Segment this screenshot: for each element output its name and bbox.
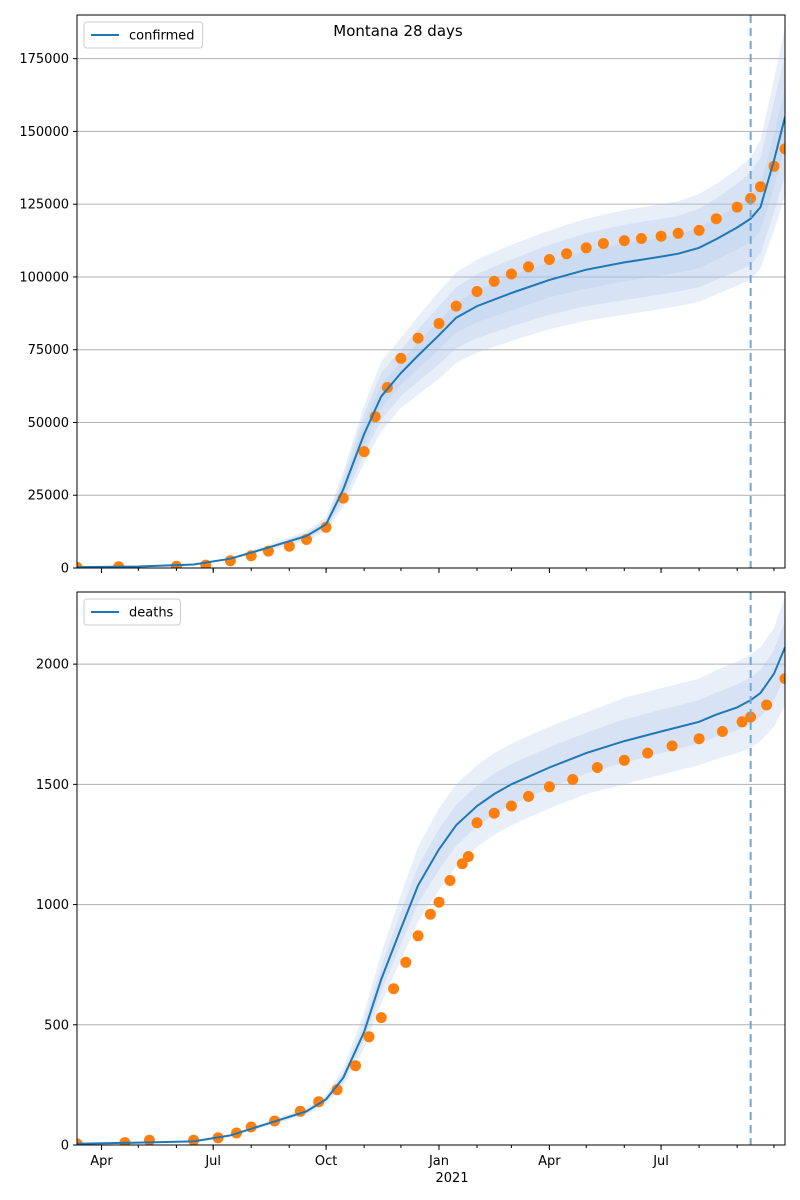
plot-area bbox=[77, 596, 785, 1145]
observed-point bbox=[488, 807, 500, 819]
observed-point bbox=[523, 790, 534, 802]
observed-point bbox=[543, 254, 555, 265]
observed-point bbox=[635, 233, 647, 244]
observed-point bbox=[710, 213, 722, 225]
observed-point bbox=[143, 1134, 155, 1145]
x-tick-label: Apr bbox=[538, 1154, 561, 1169]
legend-label: confirmed bbox=[129, 29, 195, 44]
observed-point bbox=[505, 800, 517, 812]
observed-point bbox=[320, 521, 332, 533]
observed-point bbox=[350, 1060, 361, 1072]
model-line bbox=[77, 116, 785, 568]
y-tick-label: 50000 bbox=[28, 416, 69, 431]
model-line bbox=[77, 646, 785, 1145]
observed-point bbox=[433, 318, 445, 329]
y-tick-label: 125000 bbox=[19, 198, 69, 213]
observed-point bbox=[412, 930, 424, 942]
observed-point bbox=[456, 858, 468, 870]
observed-point bbox=[523, 261, 534, 273]
y-tick-label: 1000 bbox=[36, 898, 69, 913]
uncertainty-band bbox=[77, 620, 785, 1144]
observed-point bbox=[450, 300, 462, 312]
observed-point bbox=[471, 817, 483, 829]
observed-point bbox=[363, 1031, 375, 1043]
legend: confirmed bbox=[83, 21, 204, 49]
uncertainty-band bbox=[77, 26, 785, 568]
legend-box bbox=[83, 21, 204, 49]
observed-point bbox=[471, 286, 483, 297]
observed-point bbox=[716, 726, 728, 737]
x-tick-label: Apr bbox=[90, 1154, 113, 1169]
observed-point bbox=[388, 983, 400, 995]
observed-point bbox=[444, 875, 456, 886]
y-tick-label: 25000 bbox=[28, 489, 69, 504]
x-tick-label: Oct bbox=[315, 1154, 337, 1169]
observed-point bbox=[283, 540, 295, 552]
legend: deaths bbox=[83, 598, 181, 626]
observed-point bbox=[591, 762, 603, 773]
observed-point bbox=[618, 754, 630, 766]
observed-point bbox=[400, 956, 412, 968]
observed-point bbox=[375, 1012, 387, 1024]
observed-point bbox=[505, 268, 517, 280]
plot-area bbox=[77, 26, 785, 568]
observed-point bbox=[779, 673, 785, 685]
legend-box bbox=[83, 598, 181, 626]
observed-point bbox=[755, 181, 766, 193]
y-tick-label: 0 bbox=[61, 1139, 69, 1154]
x-tick-label: Jan bbox=[428, 1154, 449, 1169]
observed-point bbox=[642, 747, 654, 759]
observed-point bbox=[412, 332, 424, 344]
observed-point bbox=[655, 230, 667, 242]
observed-point bbox=[779, 143, 785, 155]
observed-point bbox=[736, 716, 748, 728]
observed-point bbox=[543, 781, 555, 793]
y-tick-label: 100000 bbox=[19, 270, 69, 285]
observed-point bbox=[761, 699, 773, 711]
legend-label: deaths bbox=[129, 606, 174, 621]
observed-point bbox=[731, 201, 743, 213]
observed-point bbox=[672, 227, 684, 239]
uncertainty-band bbox=[77, 596, 785, 1144]
observed-point bbox=[561, 248, 573, 260]
observed-point bbox=[331, 1084, 343, 1096]
observed-point bbox=[424, 908, 436, 920]
observed-point bbox=[395, 352, 407, 364]
observed-point bbox=[693, 224, 705, 236]
observed-point bbox=[433, 896, 445, 908]
axes-frame bbox=[76, 591, 786, 1146]
x-tick-label: Jul bbox=[204, 1154, 221, 1169]
x-year-label: 2021 bbox=[435, 1171, 468, 1186]
y-tick-label: 1500 bbox=[36, 778, 69, 793]
confirmed-panel: 0 25000 50000 75000 100000 125000 150000 175000… bbox=[19, 14, 786, 577]
y-tick-label: 150000 bbox=[19, 125, 69, 140]
deaths-panel: 0 500 1000 1500 2000 Apr Jul Oct Jan Apr Jul deaths bbox=[36, 591, 786, 1169]
y-tick-label: 175000 bbox=[19, 52, 69, 67]
y-tick-label: 75000 bbox=[28, 343, 69, 358]
observed-point bbox=[618, 235, 630, 247]
axes-frame bbox=[76, 14, 786, 569]
observed-point bbox=[693, 733, 705, 745]
observed-point bbox=[567, 774, 579, 785]
observed-point bbox=[488, 275, 500, 287]
observed-point bbox=[580, 242, 592, 254]
y-tick-label: 0 bbox=[61, 562, 69, 577]
observed-point bbox=[666, 740, 678, 752]
observed-point bbox=[597, 238, 609, 249]
observed-point bbox=[462, 851, 474, 862]
y-tick-label: 2000 bbox=[36, 658, 69, 673]
y-tick-label: 500 bbox=[44, 1018, 69, 1033]
x-tick-label: Jul bbox=[652, 1154, 669, 1169]
observed-point bbox=[358, 446, 370, 458]
figure-title: Montana 28 days bbox=[333, 22, 463, 40]
